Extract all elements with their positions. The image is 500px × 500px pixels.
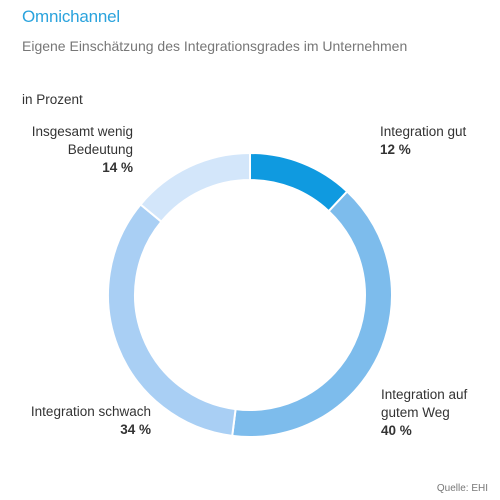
chart-subtitle: Eigene Einschätzung des Integrationsgrad… [22,38,408,54]
slice-label-value: 34 % [120,422,151,437]
slice-label-name: Integration schwach [30,404,151,419]
donut-slice-2 [107,203,237,437]
slice-label-value: 14 % [102,160,133,175]
source-note: Quelle: EHI [436,483,488,494]
slice-label-name: Integration gut [380,124,467,139]
donut-slice-1 [231,190,393,438]
slice-label-value: 40 % [381,423,412,438]
unit-note: in Prozent [22,92,83,107]
slice-label-name: Insgesamt wenig Bedeutung [31,124,133,157]
donut-slice-3 [139,151,251,224]
donut-slice-0 [249,151,349,213]
slice-label-integration-gut: Integration gut 12 % [380,123,466,159]
slice-label-integration-auf-gutem-weg: Integration auf gutem Weg 40 % [381,386,491,440]
slice-label-name: Integration auf gutem Weg [381,387,468,420]
slice-label-integration-schwach: Integration schwach 34 % [20,403,151,439]
slice-label-insgesamt-wenig-bedeutung: Insgesamt wenig Bedeutung 14 % [20,123,133,177]
chart-title: Omnichannel [22,7,120,26]
slice-label-value: 12 % [380,142,411,157]
